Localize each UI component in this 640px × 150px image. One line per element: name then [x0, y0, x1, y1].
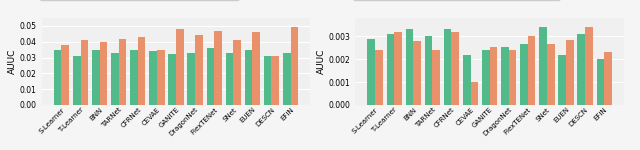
Bar	[130, 50, 138, 105]
Bar	[375, 50, 383, 105]
Bar	[157, 50, 164, 105]
Bar	[433, 50, 440, 105]
Bar	[528, 36, 536, 105]
Bar	[501, 47, 509, 105]
Bar	[111, 53, 119, 105]
Bar	[451, 32, 459, 105]
Bar	[509, 50, 516, 105]
Bar	[470, 82, 478, 105]
Bar	[520, 44, 528, 105]
Bar	[425, 36, 433, 105]
Bar	[252, 32, 260, 105]
Bar	[92, 50, 100, 105]
Bar	[482, 50, 490, 105]
Bar	[138, 37, 145, 105]
Bar	[577, 34, 585, 105]
Bar	[413, 41, 421, 105]
Bar	[558, 55, 566, 105]
Bar	[406, 29, 413, 105]
Bar	[283, 53, 291, 105]
Bar	[54, 50, 61, 105]
Bar	[226, 53, 233, 105]
Bar	[244, 50, 252, 105]
Bar	[264, 56, 271, 105]
Bar	[387, 34, 394, 105]
Bar	[596, 59, 604, 105]
Bar	[207, 48, 214, 105]
Bar	[463, 55, 470, 105]
Bar	[168, 54, 176, 105]
Bar	[176, 29, 184, 105]
Bar	[540, 27, 547, 105]
Bar	[233, 40, 241, 105]
Bar	[81, 40, 88, 105]
Bar	[73, 56, 81, 105]
Bar	[119, 39, 126, 105]
Bar	[490, 47, 497, 105]
Bar	[271, 56, 279, 105]
Bar	[291, 27, 298, 105]
Y-axis label: AUUC: AUUC	[317, 49, 326, 74]
Bar	[100, 42, 108, 105]
Bar	[585, 27, 593, 105]
Bar	[61, 45, 69, 105]
Bar	[547, 44, 554, 105]
Bar	[188, 53, 195, 105]
Bar	[444, 29, 451, 105]
Bar	[367, 39, 375, 105]
Bar	[195, 35, 203, 105]
Bar	[604, 52, 612, 105]
Bar	[214, 31, 222, 105]
Bar	[149, 51, 157, 105]
Bar	[394, 32, 402, 105]
Y-axis label: AUUC: AUUC	[8, 49, 17, 74]
Bar	[566, 40, 573, 105]
